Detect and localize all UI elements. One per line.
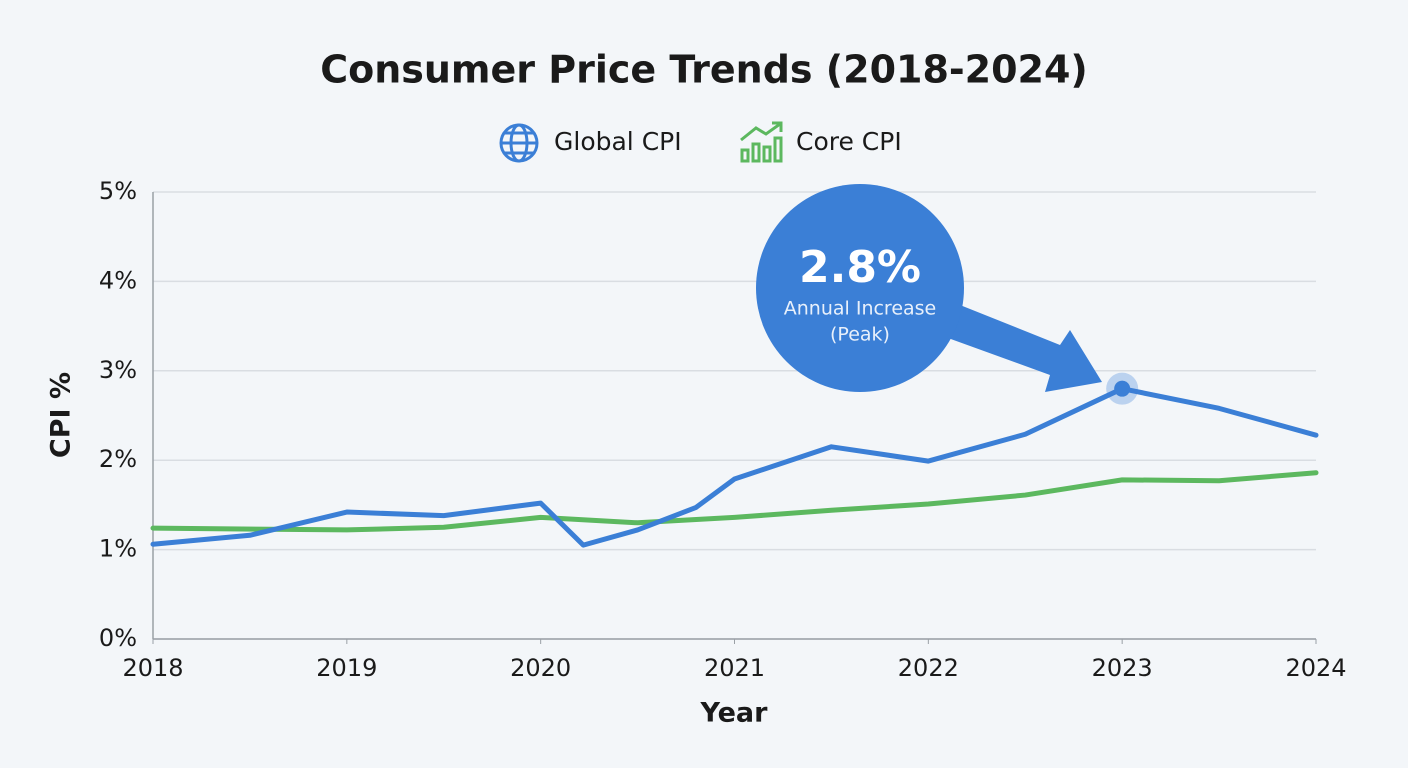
- legend: Global CPI Core CPI: [499, 121, 902, 163]
- y-tick-label: 5%: [99, 177, 137, 205]
- x-tick-label: 2024: [1285, 654, 1346, 682]
- annotation-value: 2.8%: [799, 242, 921, 293]
- x-tick-label: 2018: [122, 654, 183, 682]
- x-tick-label: 2021: [704, 654, 765, 682]
- series-line: [150, 386, 1319, 548]
- x-axis-label: Year: [700, 698, 769, 729]
- chart-title: Consumer Price Trends (2018-2024): [320, 48, 1088, 92]
- y-axis-label: CPI %: [46, 372, 77, 458]
- x-tick-label: 2020: [510, 654, 571, 682]
- annotation-text: Annual Increase: [784, 298, 937, 320]
- legend-icon-chart: [740, 121, 783, 163]
- y-tick-label: 0%: [99, 624, 137, 652]
- y-tick-label: 1%: [99, 535, 137, 563]
- plot-area: 0% 1% 2% 3% 4% 5% 2018 2019 2020 2021 2022 2023 2024: [99, 177, 1347, 682]
- x-tick-label: 2019: [316, 654, 377, 682]
- y-tick-label: 2%: [99, 445, 137, 473]
- series-line: [150, 470, 1319, 533]
- x-tick-label: 2022: [898, 654, 959, 682]
- peak-point: [1114, 380, 1131, 397]
- annotation-text: (Peak): [830, 324, 890, 346]
- annotation: 2.8% Annual Increase (Peak): [756, 184, 1102, 392]
- x-tick-label: 2023: [1092, 654, 1153, 682]
- legend-label: Global CPI: [554, 127, 682, 156]
- legend-icon-globe: [499, 123, 539, 163]
- legend-label: Core CPI: [796, 127, 902, 156]
- annotation-bubble: [756, 184, 964, 392]
- y-tick-label: 4%: [99, 266, 137, 294]
- annotation-arrow: [930, 300, 1102, 392]
- y-tick-label: 3%: [99, 356, 137, 384]
